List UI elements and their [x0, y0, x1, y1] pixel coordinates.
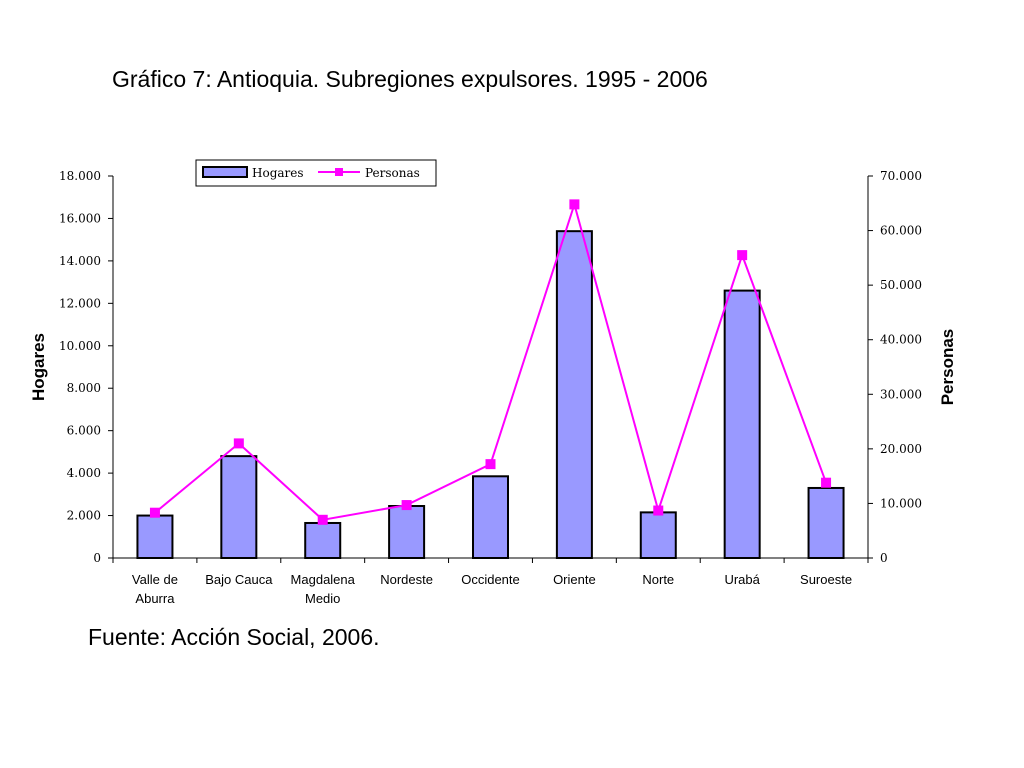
right-tick-label: 10.000 [880, 496, 922, 510]
left-tick-label: 6.000 [67, 424, 101, 438]
x-tick-label: Urabá [724, 572, 760, 587]
point-personas [233, 438, 244, 449]
point-personas [401, 500, 412, 511]
x-tick-label: Occidente [461, 572, 520, 587]
left-tick-label: 18.000 [59, 169, 101, 183]
bar-hogares [304, 521, 342, 560]
bar-hogares [807, 486, 845, 560]
bar-hogares [639, 511, 677, 559]
point-personas [569, 199, 580, 210]
left-tick-label: 2.000 [67, 509, 101, 523]
bar-series-hogares [136, 230, 845, 560]
x-tick-label: Oriente [553, 572, 596, 587]
y-axis-title-right: Personas [938, 329, 957, 406]
left-tick-label: 10.000 [59, 339, 101, 353]
x-tick-label: Valle de [132, 572, 178, 587]
bar-hogares [220, 455, 258, 559]
point-personas [821, 477, 832, 488]
left-tick-label: 4.000 [67, 466, 101, 480]
legend-label-personas: Personas [365, 166, 420, 180]
point-personas [737, 250, 748, 261]
legend-label-hogares: Hogares [252, 166, 304, 180]
x-tick-label: Norte [642, 572, 674, 587]
x-tick-label: Nordeste [380, 572, 433, 587]
x-tick-label: Aburra [135, 591, 175, 606]
bar-hogares [723, 289, 761, 559]
right-tick-label: 50.000 [880, 278, 922, 292]
left-tick-label: 0 [93, 551, 101, 565]
point-personas [485, 459, 496, 470]
x-tick-label: Suroeste [800, 572, 852, 587]
chart-title: Gráfico 7: Antioquia. Subregiones expuls… [112, 66, 708, 92]
line-series-personas [149, 199, 832, 525]
x-tick-label: Magdalena [291, 572, 356, 587]
axes: 0 2.000 4.000 6.000 8.000 10.000 12.000 14.000 1… [29, 169, 957, 606]
bar-hogares [388, 505, 426, 559]
right-tick-label: 0 [880, 551, 888, 565]
legend: Hogares Personas [195, 159, 437, 187]
right-tick-label: 70.000 [880, 169, 922, 183]
x-tick-label: Medio [305, 591, 340, 606]
source-note: Fuente: Acción Social, 2006. [88, 624, 380, 650]
left-tick-label: 12.000 [59, 296, 101, 310]
right-tick-label: 30.000 [880, 387, 922, 401]
legend-marker-personas [335, 168, 343, 176]
right-tick-label: 20.000 [880, 442, 922, 456]
point-personas [149, 507, 160, 518]
y-axis-title-left: Hogares [29, 333, 48, 401]
legend-swatch-hogares [202, 166, 248, 178]
bar-hogares [555, 230, 593, 560]
bar-hogares [472, 475, 509, 559]
x-tick-label: Bajo Cauca [205, 572, 273, 587]
point-personas [317, 514, 328, 525]
point-personas [653, 505, 664, 516]
bar-hogares [136, 514, 174, 559]
right-tick-label: 40.000 [880, 333, 922, 347]
right-tick-label: 60.000 [880, 224, 922, 238]
left-tick-label: 16.000 [59, 211, 101, 225]
left-tick-label: 8.000 [67, 381, 101, 395]
left-tick-label: 14.000 [59, 254, 101, 268]
